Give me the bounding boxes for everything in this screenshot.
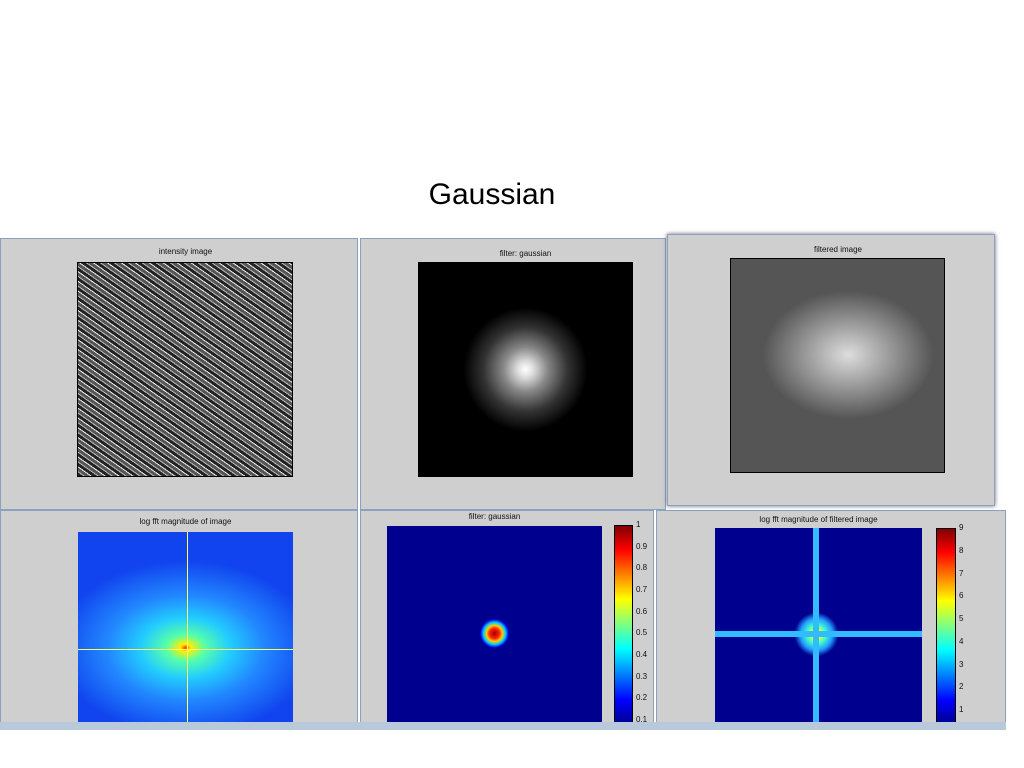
colorbar-tick-label: 5 [959,614,964,623]
colorbar-tick-label: 0.5 [636,628,648,638]
filter-jet-image [387,526,602,725]
figure-window: filtered image [667,234,995,506]
colorbar-tick-label: 1 [636,520,641,529]
intensity-image [77,262,293,477]
colorbar [936,528,956,725]
colorbar-tick-label: 0.6 [636,606,648,616]
slide-title: Gaussian [428,178,556,211]
figure-window: filter: gaussian 1 0.9 0.8 0.7 0.6 0.5 0.4 0.3 0… [360,510,654,725]
colorbar-tick-label: 0.1 [636,715,648,724]
colorbar-tick-label: 0.9 [636,541,648,551]
colorbar-tick-label: 0.7 [636,585,648,594]
colorbar-tick-label: 3 [959,659,964,669]
colorbar-tick-label: 0.2 [636,693,648,703]
colorbar-ticks: 1 0.9 0.8 0.7 0.6 0.5 0.4 0.3 0.2 0.1 [633,520,653,724]
fft-image [78,532,293,725]
figure-window: intensity image [0,238,358,510]
figure-window: log fft magnitude of filtered image 9 8 7 6… [656,510,1006,725]
panel-title: log fft magnitude of filtered image [759,515,878,524]
figure-window: log fft magnitude of image [0,510,358,725]
figure-window: filter: gaussian [360,238,666,510]
panel-title: filter: gaussian [499,249,552,258]
colorbar-ticks: 9 8 7 6 5 4 3 2 1 [956,523,976,714]
panel-title: filter: gaussian [468,512,521,521]
colorbar-tick-label: 0.3 [636,671,648,681]
colorbar-tick-label: 1 [959,705,964,714]
gaussian-filter-image [418,262,633,477]
colorbar-tick-label: 0.8 [636,563,648,573]
colorbar-tick-label: 4 [959,636,964,646]
colorbar-tick-label: 9 [959,523,964,532]
filtered-image [730,258,945,473]
colorbar-tick-label: 2 [959,682,964,692]
colorbar-tick-label: 8 [959,545,964,555]
panel-title: filtered image [813,245,863,254]
colorbar [614,525,633,725]
panel-title: log fft magnitude of image [139,517,232,526]
colorbar-tick-label: 6 [959,591,964,601]
colorbar-tick-label: 0.4 [636,650,648,659]
panel-title: intensity image [158,247,213,256]
filtered-fft-image [715,528,922,725]
taskbar [0,722,1006,730]
colorbar-tick-label: 7 [959,568,964,578]
